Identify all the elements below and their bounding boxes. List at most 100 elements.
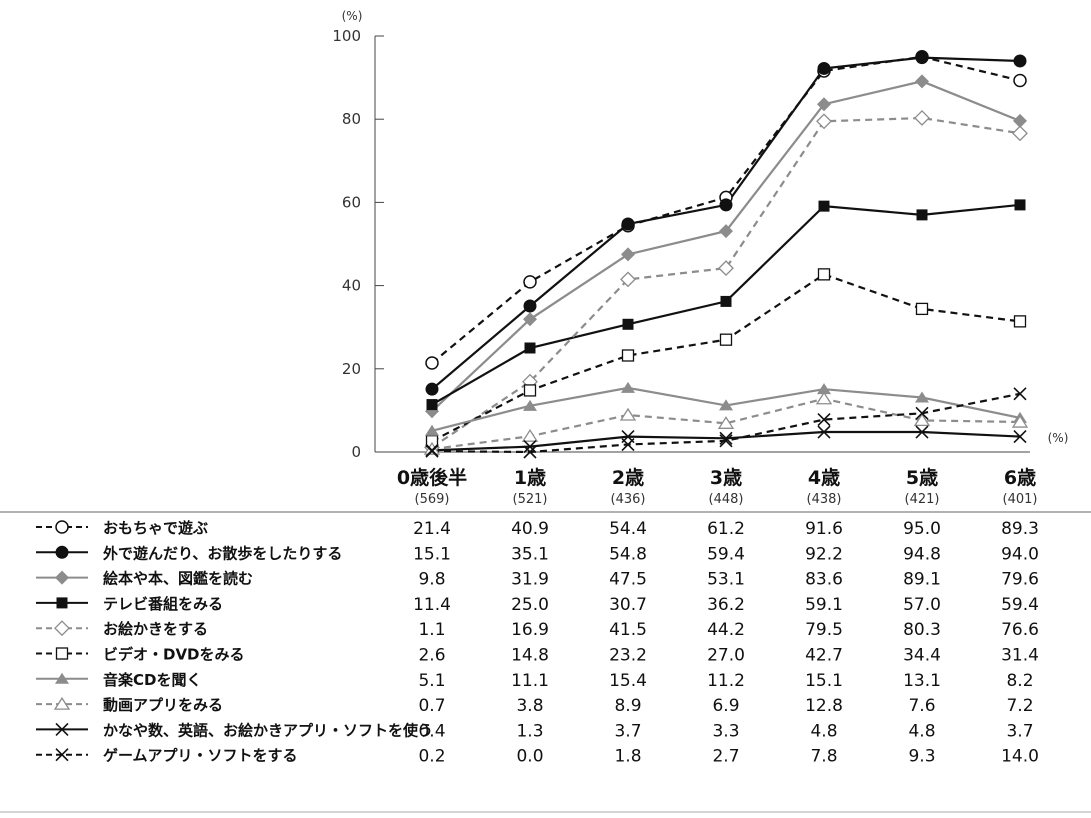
data-point	[523, 299, 537, 313]
table-cell-value: 0.4	[418, 721, 445, 741]
x-marker-stroke	[915, 406, 929, 420]
legend-sample	[36, 647, 88, 660]
table-cell-value: 3.3	[712, 721, 739, 741]
table-cell-value: 83.6	[805, 570, 843, 590]
table-cell-value: 7.8	[810, 747, 837, 767]
table-cell-value: 59.4	[707, 544, 745, 564]
data-point	[1012, 125, 1028, 142]
x-marker-stroke	[817, 425, 831, 439]
legend-marker	[55, 748, 69, 762]
legend-label: テレビ番組をみる	[103, 595, 223, 613]
data-point	[622, 318, 634, 330]
data-point	[717, 416, 735, 429]
legend-label: ゲームアプリ・ソフトをする	[103, 747, 298, 765]
table-cell-value: 80.3	[903, 620, 941, 640]
data-point	[619, 407, 637, 421]
table-cell-value: 25.0	[511, 595, 549, 615]
series-lines	[431, 55, 1021, 454]
data-point	[720, 295, 732, 307]
table-cell-value: 16.9	[511, 620, 549, 640]
data-point	[815, 391, 833, 405]
chart-axes: 0 20 40 60 80 100 (%) (%) 0歳後半 (569) 1歳 (521) 2歳 (436…	[332, 9, 1068, 507]
legend-sample	[36, 748, 88, 762]
data-point	[1011, 414, 1029, 428]
data-point	[817, 97, 831, 112]
data-point	[523, 399, 537, 411]
table-cell-value: 59.1	[805, 595, 843, 615]
table-cell-value: 4.8	[908, 721, 935, 741]
data-point	[719, 431, 733, 445]
right-unit-label: (%)	[1048, 431, 1069, 445]
table-cell-value: 36.2	[707, 595, 745, 615]
x-category-label: 6歳	[1004, 467, 1036, 489]
table-cell-value: 89.1	[903, 570, 941, 590]
table-cell-value: 44.2	[707, 620, 745, 640]
legend-sample	[36, 520, 88, 534]
x-marker-stroke	[719, 431, 733, 445]
data-point	[524, 342, 536, 354]
data-point	[818, 200, 830, 212]
table-cell-value: 95.0	[903, 519, 941, 539]
table-cell-value: 2.6	[418, 646, 445, 666]
table-cell-value: 27.0	[707, 646, 745, 666]
data-point	[1013, 430, 1027, 444]
data-point	[915, 74, 929, 89]
data-point	[1013, 54, 1027, 68]
legend-marker	[55, 672, 69, 684]
table-cell-value: 7.6	[908, 696, 935, 716]
table-cell-value: 30.7	[609, 595, 647, 615]
table-cell-value: 11.1	[511, 671, 549, 691]
data-table: おもちゃで遊ぶ 21.4 40.9 54.4 61.2 91.6 95.0 89.3 外で遊んだ…	[0, 511, 1091, 813]
x-marker-stroke	[621, 437, 635, 452]
x-marker-stroke	[1013, 430, 1027, 444]
y-tick-label: 80	[342, 110, 361, 128]
table-cell-value: 15.1	[805, 671, 843, 691]
table-cell-value: 11.4	[413, 595, 451, 615]
data-point	[816, 113, 832, 130]
table-cell-value: 76.6	[1001, 620, 1039, 640]
legend-label: 動画アプリをみる	[103, 696, 223, 714]
data-point	[620, 271, 636, 288]
data-point	[1013, 315, 1027, 328]
data-point	[425, 356, 439, 370]
legend-marker	[55, 520, 69, 534]
table-cell-value: 15.1	[413, 544, 451, 564]
y-tick-label: 100	[332, 27, 361, 45]
table-cell-value: 0.0	[516, 747, 543, 767]
legend-sample	[36, 620, 88, 637]
table-cell-value: 13.1	[903, 671, 941, 691]
table-cell-value: 11.2	[707, 671, 745, 691]
table-cell-value: 61.2	[707, 519, 745, 539]
sample-size-label: (521)	[513, 492, 548, 507]
legend-label: おもちゃで遊ぶ	[103, 519, 208, 537]
table-cell-value: 79.5	[805, 620, 843, 640]
table-cell-value: 15.4	[609, 671, 647, 691]
data-point	[1013, 387, 1027, 401]
table-cell-value: 1.1	[418, 620, 445, 640]
sample-size-label: (401)	[1003, 492, 1038, 507]
table-cell-value: 1.8	[614, 747, 641, 767]
x-category-label: 2歳	[612, 467, 644, 489]
y-tick-label: 60	[342, 193, 361, 211]
series-line	[431, 80, 1021, 413]
data-point	[817, 268, 831, 281]
legend-sample	[36, 570, 88, 585]
data-point	[817, 61, 831, 75]
table-cell-value: 14.0	[1001, 747, 1039, 767]
table-cell-value: 9.3	[908, 747, 935, 767]
data-point	[719, 333, 733, 346]
table-cell-value: 54.8	[609, 544, 647, 564]
data-point	[719, 399, 733, 411]
y-tick-label: 20	[342, 360, 361, 378]
y-tick-label: 0	[351, 443, 361, 461]
series-line	[431, 116, 1021, 449]
data-point	[621, 217, 635, 231]
legend-marker	[56, 597, 68, 609]
sample-size-label: (569)	[415, 492, 450, 507]
data-point	[915, 51, 929, 65]
table-cell-value: 59.4	[1001, 595, 1039, 615]
legend-marker	[55, 570, 69, 585]
data-point	[621, 381, 635, 393]
legend-sample	[36, 672, 88, 684]
x-category-label: 4歳	[808, 467, 840, 489]
